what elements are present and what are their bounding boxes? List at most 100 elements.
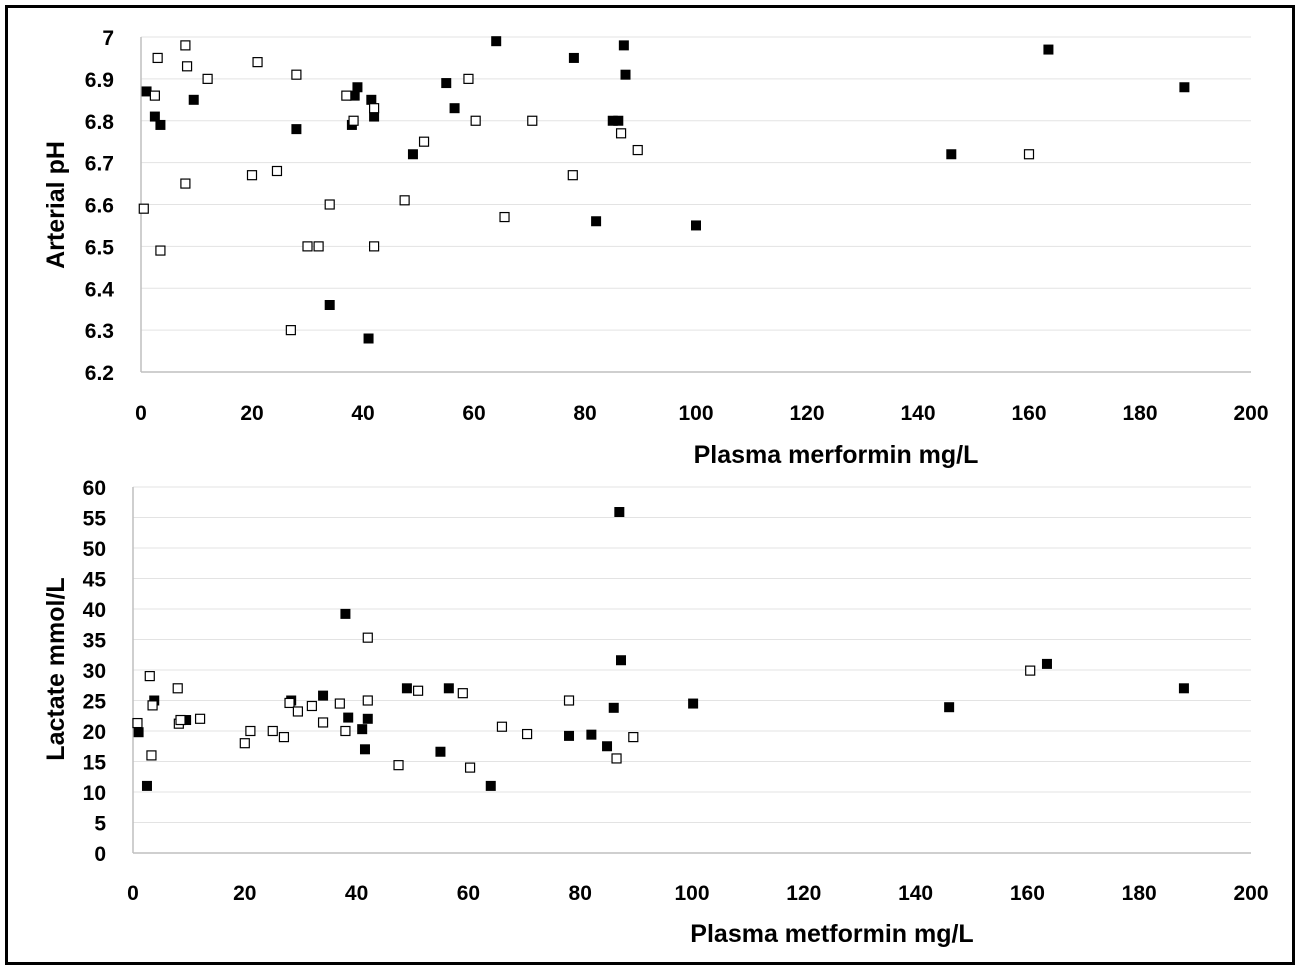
chart-2-x-tick-label: 180: [1122, 882, 1157, 905]
chart-2-y-tick-label: 40: [83, 599, 106, 622]
chart-1-open-point: [632, 144, 643, 156]
chart-2-filled-point: [357, 724, 368, 735]
chart-2-filled-point: [608, 702, 619, 713]
chart-2-open-point: [172, 683, 183, 694]
chart-2-open-point: [292, 706, 304, 717]
chart-2-filled-point: [141, 780, 152, 791]
chart-2-x-tick-label: 120: [786, 882, 821, 905]
chart-1-open-point: [252, 57, 263, 68]
chart-1-x-tick-label: 40: [351, 402, 374, 425]
chart-2-y-tick-label: 5: [94, 813, 106, 836]
chart-2-open-point: [611, 753, 622, 764]
chart-2-y-tick-label: 15: [83, 752, 107, 775]
chart-1-open-point: [181, 61, 193, 72]
chart-1-open-point: [348, 115, 359, 126]
chart-2-open-point: [147, 700, 158, 711]
chart-2-x-tick-label: 140: [898, 882, 933, 905]
chart-2-open-point: [175, 714, 186, 726]
chart-2-open-point: [306, 700, 317, 712]
chart-1-open-point: [615, 128, 627, 139]
chart-2-y-axis-title: Lactate mmol/L: [42, 577, 70, 760]
chart-2-open-point: [563, 695, 575, 706]
chart-1-x-axis-title: Plasma merformin mg/L: [694, 441, 979, 469]
chart-2-y-tick-label: 45: [83, 569, 107, 592]
chart-1-open-point: [180, 40, 191, 51]
chart-2-open-point: [628, 731, 639, 743]
chart-1-open-point: [1023, 149, 1035, 160]
chart-2-y-tick-label: 25: [83, 691, 107, 714]
chart-1-x-tick-label: 100: [678, 402, 713, 425]
chart-1-open-point: [527, 115, 538, 126]
chart-2-x-tick-label: 40: [345, 882, 368, 905]
chart-1-x-tick-label: 20: [240, 402, 263, 425]
chart-1-filled-point: [591, 216, 602, 227]
chart-2-filled-point: [614, 507, 625, 518]
chart-2-open-point: [132, 717, 143, 729]
chart-2-open-point: [144, 670, 155, 682]
chart-1-y-tick-label: 7: [102, 27, 114, 50]
chart-2-y-tick-label: 30: [83, 660, 106, 683]
chart-1-y-axis-title: Arterial pH: [42, 141, 70, 269]
chart-1-filled-point: [141, 86, 152, 97]
chart-1-open-point: [418, 136, 430, 147]
chart-2-y-tick-label: 55: [83, 508, 107, 531]
chart-2-open-point: [412, 685, 424, 696]
chart-2-y-tick-label: 10: [83, 782, 106, 805]
chart-1-open-point: [324, 199, 335, 210]
chart-1-x-tick-label: 160: [1011, 402, 1046, 425]
chart-1-open-point: [369, 241, 380, 252]
chart-1-open-point: [463, 73, 474, 84]
chart-1-filled-point: [291, 124, 302, 135]
chart-2-open-point: [334, 698, 345, 709]
chart-2-filled-point: [586, 729, 597, 740]
chart-1-x-tick-label: 120: [789, 402, 824, 425]
chart-2-open-point: [340, 725, 351, 737]
chart-1-open-point: [302, 241, 313, 252]
chart-1-filled-point: [691, 220, 701, 231]
chart-1-filled-point: [620, 69, 631, 80]
chart-1-x-tick-label: 200: [1233, 402, 1268, 425]
chart-1-open-point: [155, 245, 166, 256]
chart-2-y-tick-label: 0: [94, 843, 106, 866]
chart-2-x-tick-label: 0: [127, 882, 139, 905]
chart-1-y-tick-label: 6.2: [85, 362, 114, 385]
chart-2-open-point: [464, 762, 476, 773]
chart-1-open-point: [138, 203, 149, 214]
chart-2-y-tick-label: 35: [83, 630, 107, 653]
chart-1-open-point: [246, 170, 258, 181]
chart-2-x-axis-title: Plasma metformin mg/L: [690, 920, 973, 948]
chart-1-open-point: [152, 52, 163, 64]
chart-1-open-point: [202, 73, 213, 84]
chart-1-filled-point: [349, 90, 360, 101]
chart-1-filled-point: [449, 103, 460, 114]
chart-2-x-tick-label: 60: [457, 882, 480, 905]
chart-1-open-point: [271, 165, 283, 177]
chart-2-filled-point: [944, 702, 955, 713]
chart-1-y-tick-label: 6.8: [85, 111, 115, 134]
chart-1-filled-point: [149, 111, 160, 122]
chart-1-y-tick-label: 6.5: [85, 236, 115, 259]
chart-1-filled-point: [946, 149, 957, 160]
chart-1-filled-point: [613, 115, 624, 126]
chart-1-x-tick-label: 80: [573, 402, 596, 425]
chart-1-filled-point: [369, 111, 380, 122]
chart-1-filled-point: [441, 78, 452, 89]
chart-2-open-point: [284, 697, 295, 709]
chart-1-filled-point: [1043, 44, 1054, 55]
chart-2-open-point: [393, 760, 404, 771]
chart-1-x-tick-label: 140: [900, 402, 935, 425]
chart-1-open-point: [313, 241, 324, 252]
chart-2-filled-point: [485, 780, 496, 791]
chart-1-y-tick-label: 6.4: [85, 278, 115, 301]
chart-2-open-point: [362, 632, 373, 643]
chart-1-open-point: [369, 103, 380, 114]
chart-1-filled-point: [366, 94, 377, 105]
chart-1-y-tick-label: 6.7: [85, 153, 114, 176]
chart-1-open-point: [149, 90, 160, 101]
chart-1-open-point: [341, 90, 352, 101]
chart-1-filled-point: [363, 333, 374, 344]
chart-1-filled-point: [352, 82, 363, 93]
chart-2-filled-point: [359, 744, 370, 755]
chart-2-filled-point: [435, 746, 446, 757]
